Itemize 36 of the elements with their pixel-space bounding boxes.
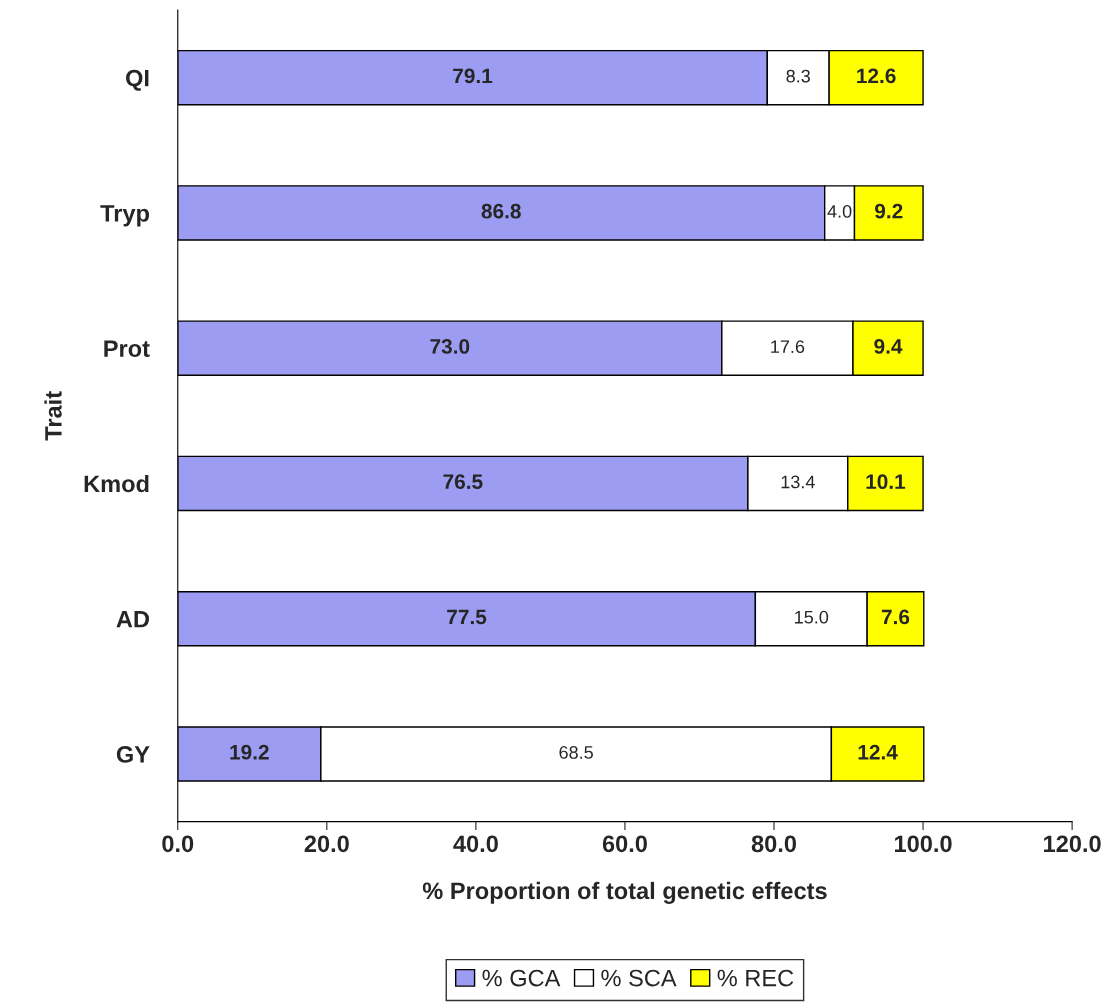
data-label: 8.3 <box>786 69 810 83</box>
y-tick-label: GY <box>116 746 150 763</box>
data-label: 13.4 <box>781 475 815 489</box>
data-label: 7.6 <box>881 609 910 625</box>
x-tick-label: 100.0 <box>895 835 952 853</box>
data-label: 86.8 <box>481 203 521 219</box>
data-label: 12.6 <box>857 68 896 84</box>
data-label: 12.4 <box>858 744 898 760</box>
legend-label: % GCA <box>482 969 561 987</box>
x-tick-label: 60.0 <box>602 835 647 853</box>
data-label: 73.0 <box>430 339 470 354</box>
y-tick-label: QI <box>126 69 149 91</box>
data-label: 10.1 <box>866 474 906 490</box>
y-tick-label: AD <box>116 611 149 628</box>
data-label: 4.0 <box>827 204 852 218</box>
y-axis-title: Trait <box>44 391 62 441</box>
x-tick-label: 0.0 <box>162 835 194 853</box>
x-tick-label: 80.0 <box>751 835 797 853</box>
x-tick-label: 120.0 <box>1044 835 1101 853</box>
data-label: 76.5 <box>443 474 483 490</box>
data-label: 77.5 <box>447 609 487 625</box>
x-tick-label: 40.0 <box>453 835 498 853</box>
y-tick-label: Tryp <box>100 205 150 227</box>
x-tick-label: 20.0 <box>304 835 349 853</box>
y-tick-label: Kmod <box>84 474 149 493</box>
data-label: 15.0 <box>795 610 829 624</box>
legend-label: % REC <box>717 969 794 987</box>
x-axis-title: % Proportion of total genetic effects <box>422 881 827 904</box>
data-label: 9.4 <box>874 339 903 354</box>
y-tick-label: Prot <box>104 340 150 357</box>
data-label: 9.2 <box>875 203 903 219</box>
data-label: 17.6 <box>771 340 805 354</box>
data-label: 19.2 <box>230 744 269 760</box>
data-label: 68.5 <box>559 746 593 759</box>
data-label: 79.1 <box>453 68 493 84</box>
legend-label: % SCA <box>601 969 677 987</box>
